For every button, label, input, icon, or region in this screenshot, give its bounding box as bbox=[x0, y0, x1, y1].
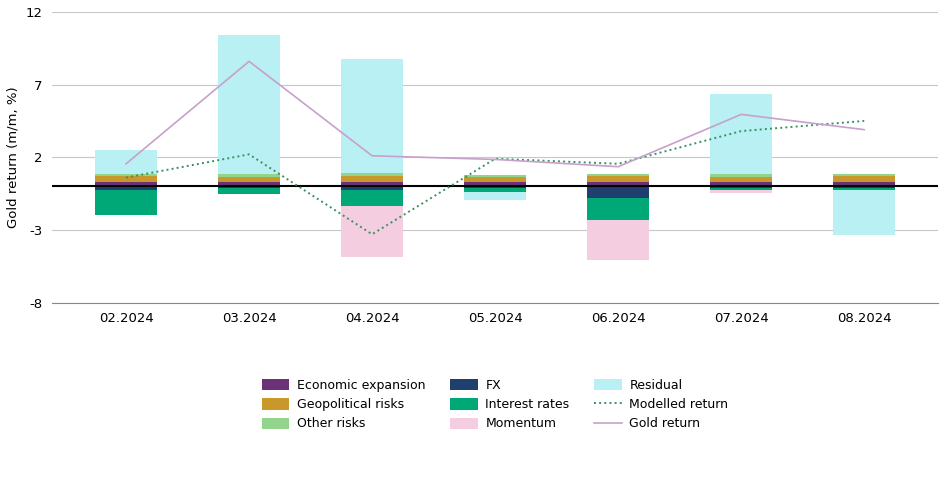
Bar bbox=[95, 174, 157, 177]
Bar bbox=[464, 186, 526, 188]
Bar bbox=[587, 174, 649, 177]
Bar bbox=[710, 177, 771, 182]
Bar bbox=[833, 174, 894, 176]
Bar bbox=[341, 173, 402, 176]
Bar bbox=[95, 150, 157, 174]
Bar bbox=[95, 190, 157, 215]
Legend: Economic expansion, Geopolitical risks, Other risks, FX, Interest rates, Momentu: Economic expansion, Geopolitical risks, … bbox=[255, 373, 733, 437]
Bar bbox=[95, 177, 157, 182]
Bar bbox=[833, 176, 894, 182]
Bar bbox=[587, 220, 649, 261]
Bar bbox=[341, 206, 402, 257]
Bar bbox=[710, 94, 771, 174]
Bar bbox=[833, 186, 894, 188]
Bar bbox=[710, 188, 771, 190]
Bar bbox=[833, 190, 894, 235]
Bar bbox=[341, 190, 402, 206]
Bar bbox=[833, 188, 894, 190]
Bar bbox=[341, 176, 402, 182]
Bar bbox=[218, 188, 279, 194]
Bar bbox=[464, 192, 526, 200]
Bar bbox=[95, 182, 157, 186]
Bar bbox=[710, 182, 771, 186]
Bar bbox=[587, 182, 649, 186]
Bar bbox=[464, 175, 526, 177]
Bar bbox=[587, 177, 649, 182]
Bar bbox=[710, 174, 771, 177]
Bar bbox=[218, 36, 279, 174]
Bar bbox=[218, 186, 279, 188]
Bar bbox=[464, 182, 526, 186]
Bar bbox=[218, 174, 279, 177]
Bar bbox=[464, 177, 526, 182]
Bar bbox=[341, 59, 402, 173]
Bar bbox=[464, 188, 526, 192]
Bar bbox=[587, 186, 649, 198]
Bar bbox=[218, 182, 279, 186]
Bar bbox=[710, 190, 771, 193]
Bar bbox=[587, 198, 649, 220]
Bar bbox=[710, 186, 771, 188]
Bar bbox=[341, 182, 402, 186]
Bar bbox=[833, 182, 894, 186]
Bar bbox=[218, 177, 279, 182]
Bar bbox=[341, 186, 402, 190]
Y-axis label: Gold return (m/m, %): Gold return (m/m, %) bbox=[7, 86, 20, 228]
Bar bbox=[95, 186, 157, 190]
